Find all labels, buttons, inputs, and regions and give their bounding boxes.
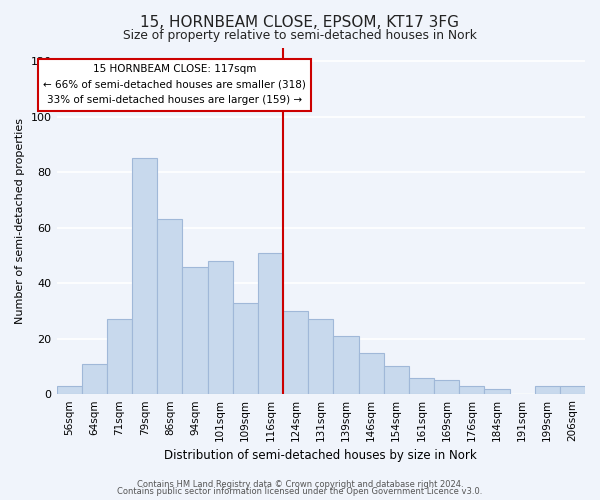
Bar bbox=[132, 158, 157, 394]
Bar bbox=[157, 220, 182, 394]
Text: 15 HORNBEAM CLOSE: 117sqm
← 66% of semi-detached houses are smaller (318)
33% of: 15 HORNBEAM CLOSE: 117sqm ← 66% of semi-… bbox=[43, 64, 306, 106]
Bar bbox=[359, 352, 383, 394]
Bar bbox=[82, 364, 107, 394]
Bar bbox=[560, 386, 585, 394]
Bar bbox=[283, 311, 308, 394]
Text: Size of property relative to semi-detached houses in Nork: Size of property relative to semi-detach… bbox=[123, 29, 477, 42]
Bar bbox=[535, 386, 560, 394]
Y-axis label: Number of semi-detached properties: Number of semi-detached properties bbox=[15, 118, 25, 324]
Bar bbox=[233, 302, 258, 394]
Bar bbox=[334, 336, 359, 394]
Bar bbox=[56, 386, 82, 394]
Text: Contains HM Land Registry data © Crown copyright and database right 2024.: Contains HM Land Registry data © Crown c… bbox=[137, 480, 463, 489]
Bar bbox=[107, 320, 132, 394]
Text: Contains public sector information licensed under the Open Government Licence v3: Contains public sector information licen… bbox=[118, 487, 482, 496]
Bar bbox=[484, 388, 509, 394]
X-axis label: Distribution of semi-detached houses by size in Nork: Distribution of semi-detached houses by … bbox=[164, 450, 477, 462]
Bar bbox=[459, 386, 484, 394]
Bar bbox=[258, 252, 283, 394]
Bar bbox=[308, 320, 334, 394]
Bar bbox=[409, 378, 434, 394]
Bar bbox=[383, 366, 409, 394]
Bar bbox=[434, 380, 459, 394]
Text: 15, HORNBEAM CLOSE, EPSOM, KT17 3FG: 15, HORNBEAM CLOSE, EPSOM, KT17 3FG bbox=[140, 15, 460, 30]
Bar bbox=[182, 266, 208, 394]
Bar bbox=[208, 261, 233, 394]
